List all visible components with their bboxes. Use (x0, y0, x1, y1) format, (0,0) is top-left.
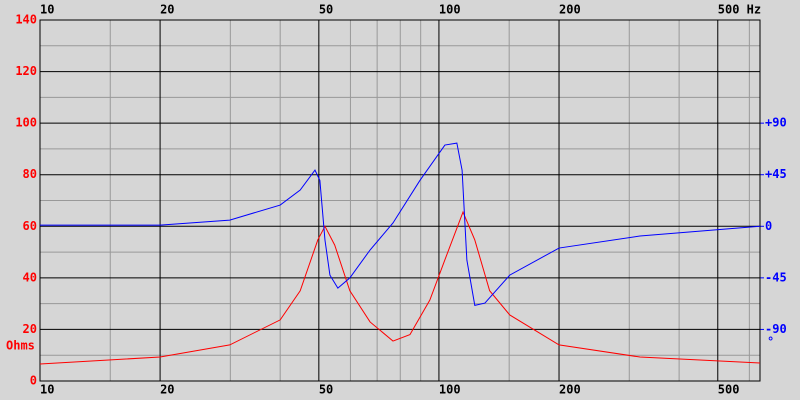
x-tick-label: 200 (559, 383, 581, 397)
y-tick-label: 140 (15, 13, 37, 27)
x-tick-label: 50 (319, 383, 333, 397)
x-top-tick-label: 200 (559, 3, 581, 17)
x-top-tick-label: 50 (319, 3, 333, 17)
series-line (40, 142, 761, 306)
x-top-tick-label: 500 Hz (718, 3, 761, 17)
y-tick-label: 80 (23, 167, 37, 181)
y2-tick-label: -90 (765, 322, 787, 336)
y-axis-label: Ohms (6, 339, 35, 353)
x-tick-label: 20 (160, 383, 174, 397)
plot-frame (39, 19, 761, 382)
y-tick-label: 100 (15, 116, 37, 130)
y-tick-label: 40 (23, 270, 37, 284)
x-top-tick-label: 20 (160, 3, 174, 17)
x-top-tick-label: 100 (439, 3, 461, 17)
x-tick-label: 10 (40, 383, 54, 397)
x-tick-label: 500 (718, 383, 740, 397)
x-tick-label: 100 (439, 383, 461, 397)
y-tick-label: 0 (30, 374, 37, 388)
series-line (39, 210, 761, 365)
x-top-tick-label: 10 (40, 3, 54, 17)
y2-tick-label: 0 (765, 219, 772, 233)
y2-tick-label: +45 (765, 167, 787, 181)
y-tick-label: 120 (15, 64, 37, 78)
y2-tick-label: +90 (765, 116, 787, 130)
y-tick-label: 60 (23, 219, 37, 233)
y2-tick-label: -45 (765, 270, 787, 284)
y-tick-label: 20 (23, 322, 37, 336)
y2-axis-label: ° (767, 335, 774, 349)
